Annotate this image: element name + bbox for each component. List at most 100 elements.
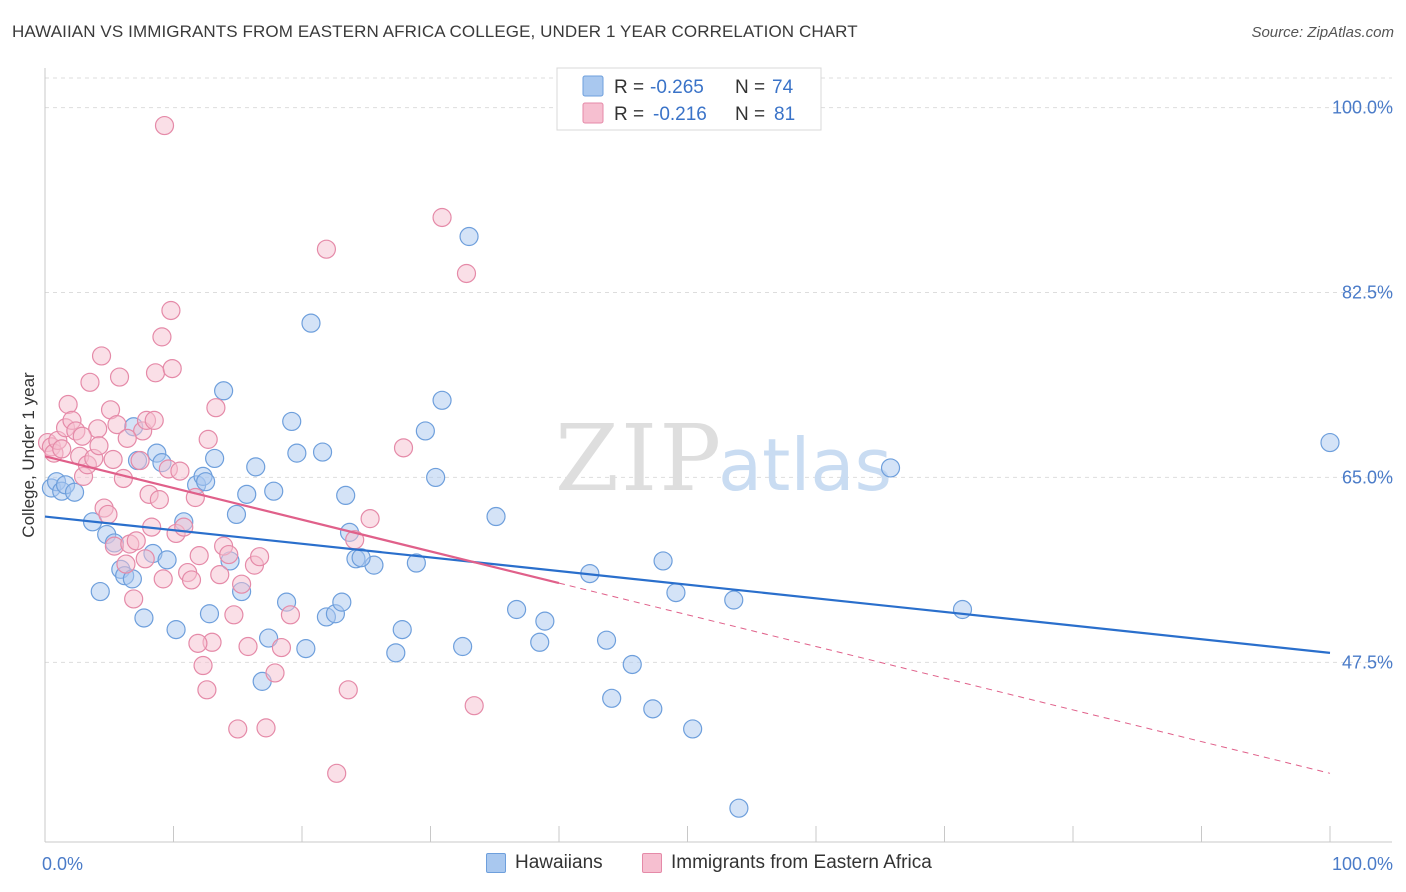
x-tick-label: 0.0% [42, 854, 83, 874]
point-eastern-africa [327, 763, 347, 783]
point-eastern-africa [98, 504, 118, 525]
point-hawaiians [237, 484, 257, 504]
point-hawaiians [486, 506, 506, 527]
point-eastern-africa [162, 358, 182, 379]
point-eastern-africa [193, 655, 213, 676]
grid-lines [45, 77, 1392, 663]
legend-top-r-value: -0.265 [650, 77, 704, 98]
point-eastern-africa [432, 207, 452, 228]
x-tick-label: 100.0% [1332, 854, 1393, 874]
point-eastern-africa [103, 449, 123, 470]
point-eastern-africa [124, 589, 144, 609]
point-eastern-africa [271, 637, 292, 658]
y-tick-label: 47.5% [1342, 652, 1393, 672]
legend-swatch-eastern-africa [642, 853, 662, 873]
point-hawaiians [643, 699, 663, 719]
point-hawaiians [134, 608, 154, 628]
point-eastern-africa [210, 565, 230, 585]
point-eastern-africa [219, 544, 239, 565]
point-eastern-africa [456, 263, 477, 284]
point-eastern-africa [256, 718, 276, 738]
trend-line-eastern-africa [44, 455, 560, 585]
point-hawaiians [415, 421, 435, 441]
point-eastern-africa [198, 429, 218, 449]
point-eastern-africa [89, 436, 109, 456]
point-hawaiians [301, 313, 321, 333]
trend-line-hawaiians [44, 515, 1331, 654]
point-eastern-africa [249, 547, 270, 567]
point-eastern-africa [197, 680, 217, 700]
point-hawaiians [214, 381, 234, 401]
point-hawaiians [205, 448, 225, 469]
point-eastern-africa [144, 410, 164, 430]
point-eastern-africa [130, 450, 150, 471]
point-eastern-africa [265, 663, 285, 683]
y-axis-label: College, Under 1 year [19, 372, 38, 538]
point-hawaiians [653, 551, 673, 571]
tick-labels: 100.0% 82.5% 65.0% 47.5% 0.0% 100.0% [42, 98, 1393, 874]
point-hawaiians [246, 457, 266, 477]
point-eastern-africa [189, 546, 209, 566]
point-hawaiians [258, 628, 279, 648]
legend-swatch-hawaiians [486, 853, 506, 873]
point-hawaiians [199, 604, 220, 624]
point-hawaiians [880, 458, 901, 478]
legend-top-n-value: 74 [772, 77, 794, 98]
legend-top-swatch-hawaiians [582, 75, 604, 97]
y-tick-label: 65.0% [1342, 467, 1393, 487]
point-hawaiians [666, 583, 686, 603]
point-eastern-africa [58, 394, 78, 415]
legend-top-n-label: N = [735, 77, 765, 98]
point-eastern-africa [316, 239, 337, 259]
point-eastern-africa [145, 363, 166, 383]
point-eastern-africa [170, 461, 190, 481]
legend-top-swatch-eastern-africa [582, 102, 604, 124]
point-hawaiians [226, 504, 247, 525]
legend-item-hawaiians: Hawaiians [486, 852, 603, 874]
legend-top-r-value: -0.216 [653, 104, 707, 125]
point-hawaiians [287, 443, 307, 463]
point-hawaiians [336, 485, 356, 505]
legend-item-eastern-africa: Immigrants from Eastern Africa [642, 852, 932, 874]
point-hawaiians [602, 688, 622, 708]
legend-label-eastern-africa: Immigrants from Eastern Africa [671, 852, 932, 873]
point-hawaiians [64, 482, 85, 502]
point-eastern-africa [153, 569, 173, 589]
point-eastern-africa [224, 605, 244, 625]
point-hawaiians [453, 636, 473, 657]
y-axis-label-group: College, Under 1 year [19, 372, 38, 538]
trend-line-eastern-africa-extension [558, 582, 1331, 774]
point-hawaiians [622, 654, 642, 675]
point-eastern-africa [154, 115, 175, 136]
watermark-zip: ZIP [555, 405, 723, 512]
point-hawaiians [90, 581, 110, 602]
point-hawaiians [506, 599, 527, 620]
legend-top-n-value: 81 [774, 104, 795, 125]
point-hawaiians [196, 472, 216, 492]
point-hawaiians [406, 553, 426, 573]
point-hawaiians [952, 599, 973, 620]
point-hawaiians [332, 592, 352, 612]
point-eastern-africa [91, 346, 112, 366]
legend-top-r-label: R = [614, 77, 644, 98]
point-eastern-africa [113, 468, 133, 489]
point-eastern-africa [464, 696, 484, 716]
point-eastern-africa [393, 438, 414, 458]
legend-label-hawaiians: Hawaiians [515, 852, 603, 873]
point-hawaiians [296, 639, 316, 659]
point-eastern-africa [117, 428, 137, 448]
point-hawaiians [392, 620, 412, 640]
point-eastern-africa [52, 439, 72, 459]
series-eastern-africa-points [37, 115, 484, 783]
point-hawaiians [729, 798, 749, 818]
y-tick-label: 100.0% [1332, 98, 1393, 118]
point-eastern-africa [280, 605, 301, 625]
legend-top-r-label: R = [614, 104, 644, 125]
point-eastern-africa [109, 367, 130, 387]
point-eastern-africa [238, 636, 258, 657]
point-eastern-africa [161, 300, 181, 321]
point-eastern-africa [116, 554, 136, 574]
watermark: ZIP atlas [555, 405, 892, 512]
y-tick-label: 82.5% [1342, 283, 1393, 303]
